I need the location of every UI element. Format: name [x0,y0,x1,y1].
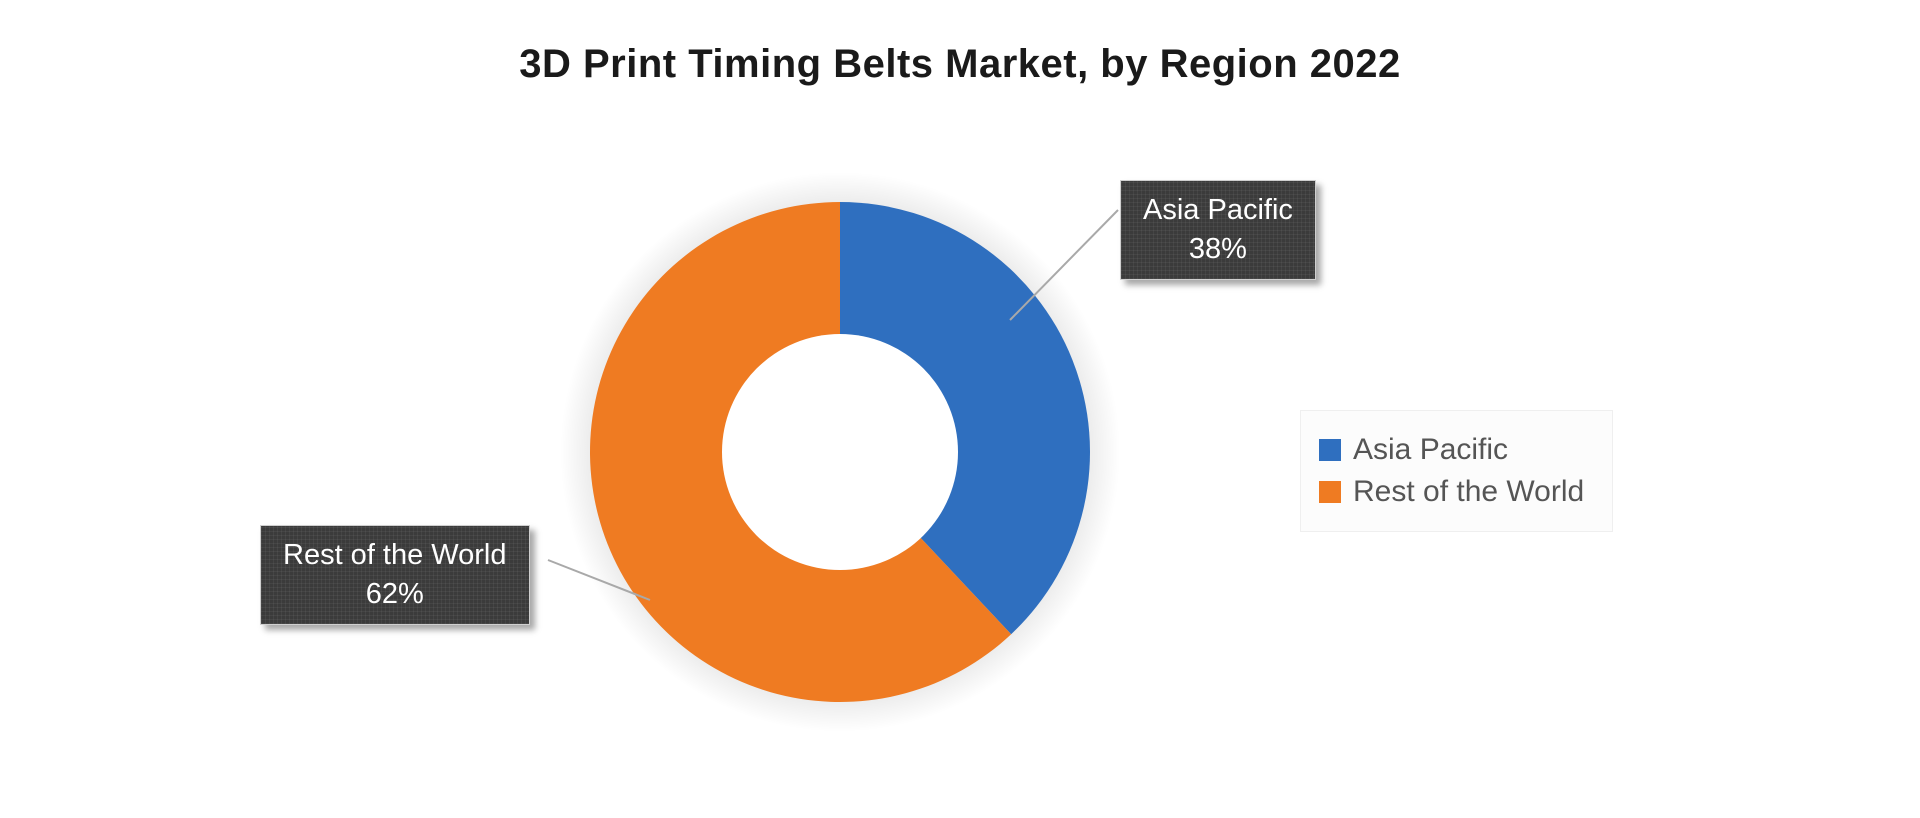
legend-label: Asia Pacific [1353,433,1508,467]
callout-value: 38% [1143,230,1293,269]
legend-swatch [1319,481,1341,503]
leader-line-0 [1010,210,1118,320]
callout-label: Rest of the World [283,536,507,575]
callout-value: 62% [283,575,507,614]
callout-box-0: Asia Pacific38% [1120,180,1316,280]
legend-swatch [1319,439,1341,461]
legend: Asia Pacific Rest of the World [1300,410,1613,532]
legend-item-1: Rest of the World [1319,475,1584,509]
chart-container: 3D Print Timing Belts Market, by Region … [0,0,1920,818]
leader-lines [0,0,1920,818]
leader-line-1 [548,560,650,600]
legend-label: Rest of the World [1353,475,1584,509]
callout-box-1: Rest of the World62% [260,525,530,625]
legend-item-0: Asia Pacific [1319,433,1584,467]
callout-label: Asia Pacific [1143,191,1293,230]
